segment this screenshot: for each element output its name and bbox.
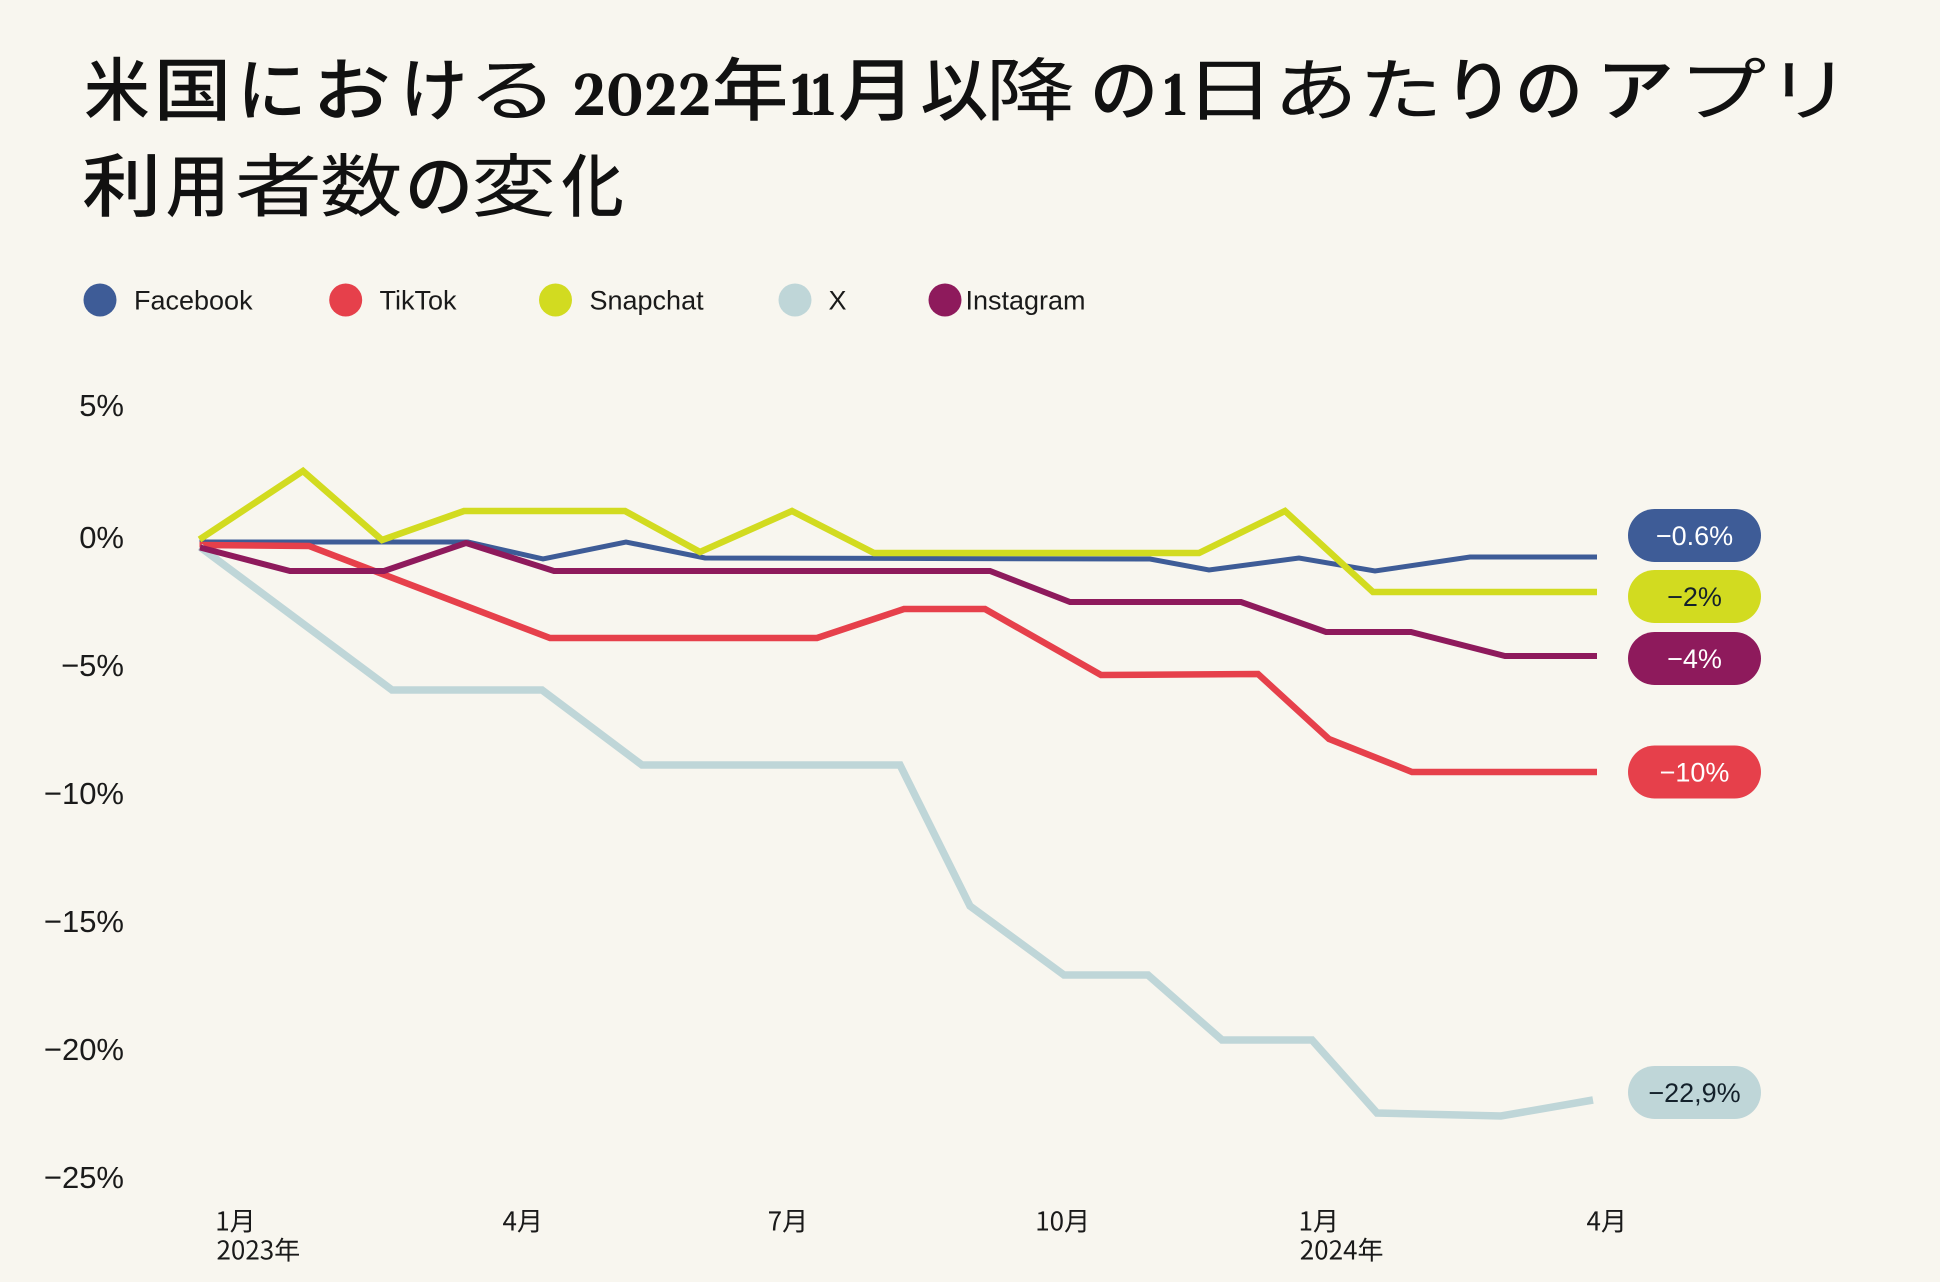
svg-text:−20%: −20% [44, 1032, 124, 1067]
svg-text:−0.6%: −0.6% [1656, 521, 1733, 551]
svg-text:0%: 0% [79, 520, 124, 555]
svg-text:5%: 5% [79, 388, 124, 423]
svg-text:−22,9%: −22,9% [1648, 1078, 1740, 1108]
svg-text:−25%: −25% [44, 1160, 124, 1195]
svg-text:−5%: −5% [61, 648, 124, 683]
svg-text:TikTok: TikTok [380, 286, 458, 316]
svg-text:−10%: −10% [1660, 758, 1730, 788]
svg-text:Instagram: Instagram [966, 286, 1086, 316]
svg-text:−10%: −10% [44, 776, 124, 811]
svg-text:−4%: −4% [1667, 644, 1722, 674]
svg-text:−2%: −2% [1667, 582, 1722, 612]
svg-text:Snapchat: Snapchat [590, 286, 705, 316]
svg-text:−15%: −15% [44, 904, 124, 939]
svg-text:X: X [829, 286, 847, 316]
svg-text:Facebook: Facebook [134, 286, 253, 316]
